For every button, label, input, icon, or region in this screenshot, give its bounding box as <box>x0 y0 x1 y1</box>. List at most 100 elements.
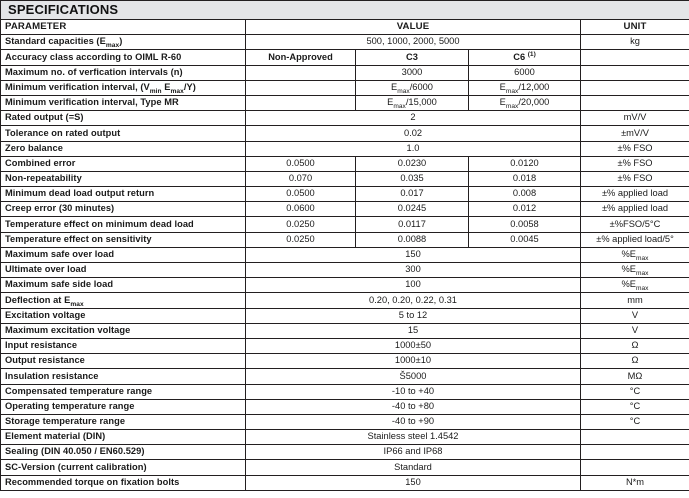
value-cell: Emax/15,000 <box>355 94 469 112</box>
value-cell: -40 to +80 <box>245 398 581 415</box>
unit-cell: ±% FSO <box>579 155 689 172</box>
unit-cell: Ω <box>579 337 689 355</box>
value-cell: 0.035 <box>355 170 469 188</box>
parameter-cell: Minimum verification interval, (Vmin Ema… <box>0 79 246 96</box>
parameter-cell: Compensated temperature range <box>0 383 246 400</box>
value-cell: 0.0120 <box>468 155 581 172</box>
unit-cell: %Emax <box>579 277 689 294</box>
value-cell: 0.0045 <box>468 231 581 248</box>
table-title-cell: SPECIFICATIONS <box>0 0 689 20</box>
parameter-cell: Zero balance <box>0 140 246 157</box>
parameter-cell: Non-repeatability <box>0 170 246 188</box>
column-header-parameter: PARAMETER <box>0 18 246 36</box>
value-cell: 0.0250 <box>245 216 356 233</box>
unit-cell: ±mV/V <box>579 125 689 142</box>
unit-cell <box>579 459 689 476</box>
value-cell: 1000±50 <box>245 337 581 355</box>
value-cell: 0.0117 <box>355 216 469 233</box>
parameter-cell: Minimum verification interval, Type MR <box>0 94 246 112</box>
table-row: Combined error 0.0500 0.0230 0.0120 ±% FSO <box>0 155 689 172</box>
parameter-cell: Output resistance <box>0 353 246 370</box>
value-cell: 0.0250 <box>245 231 356 248</box>
parameter-cell: Creep error (30 minutes) <box>0 201 246 218</box>
value-cell: 500, 1000, 2000, 5000 <box>245 34 581 51</box>
parameter-cell: Storage temperature range <box>0 413 246 431</box>
parameter-cell: Standard capacities (Emax) <box>0 34 246 51</box>
unit-cell <box>579 64 689 81</box>
parameter-cell: Temperature effect on minimum dead load <box>0 216 246 233</box>
parameter-cell: Maximum no. of verfication intervals (n) <box>0 64 246 81</box>
table-row: Sealing (DIN 40.050 / EN60.529) IP66 and … <box>0 444 689 461</box>
unit-cell: °C <box>579 413 689 431</box>
table-row: Excitation voltage 5 to 12 V <box>0 307 689 324</box>
value-cell: 0.008 <box>468 186 581 203</box>
table-row: Creep error (30 minutes) 0.0600 0.0245 0.01… <box>0 201 689 218</box>
unit-cell: %Emax <box>579 246 689 264</box>
table-row: Output resistance 1000±10 Ω <box>0 353 689 370</box>
value-cell: C3 <box>355 49 469 66</box>
unit-cell: V <box>579 322 689 339</box>
value-cell: 150 <box>245 474 581 491</box>
unit-cell <box>579 79 689 96</box>
parameter-cell: Combined error <box>0 155 246 172</box>
parameter-cell: Maximum safe over load <box>0 246 246 264</box>
value-cell: -10 to +40 <box>245 383 581 400</box>
parameter-cell: Minimum dead load output return <box>0 186 246 203</box>
table-row: Minimum verification interval, (Vmin Ema… <box>0 79 689 96</box>
table-row: Ultimate over load 300 %Emax <box>0 261 689 279</box>
parameter-cell: Maximum safe side load <box>0 277 246 294</box>
value-cell: Emax/6000 <box>355 79 469 96</box>
value-cell: 5 to 12 <box>245 307 581 324</box>
column-header-row: PARAMETER VALUE UNIT <box>0 18 689 36</box>
value-cell: 0.20, 0.20, 0.22, 0.31 <box>245 292 581 309</box>
parameter-cell: Tolerance on rated output <box>0 125 246 142</box>
value-cell: 1.0 <box>245 140 581 157</box>
value-cell: 3000 <box>355 64 469 81</box>
table-row: Temperature effect on sensitivity 0.0250 0… <box>0 231 689 248</box>
value-cell <box>245 64 356 81</box>
unit-cell: ±% applied load/5° <box>579 231 689 248</box>
value-cell: 100 <box>245 277 581 294</box>
value-cell: 0.0245 <box>355 201 469 218</box>
parameter-cell: Accuracy class according to OIML R-60 <box>0 49 246 66</box>
table-row: SC-Version (current calibration) Standard <box>0 459 689 476</box>
parameter-cell: SC-Version (current calibration) <box>0 459 246 476</box>
table-row: Maximum no. of verfication intervals (n)… <box>0 64 689 81</box>
value-cell: 150 <box>245 246 581 264</box>
value-cell <box>245 79 356 96</box>
value-cell: 0.02 <box>245 125 581 142</box>
unit-cell: ±% FSO <box>579 140 689 157</box>
value-cell: C6 (1) <box>468 49 581 66</box>
value-cell: 0.012 <box>468 201 581 218</box>
value-cell: 0.0088 <box>355 231 469 248</box>
unit-cell: ±% applied load <box>579 186 689 203</box>
table-row: Operating temperature range -40 to +80 °C <box>0 398 689 415</box>
unit-cell: °C <box>579 398 689 415</box>
parameter-cell: Element material (DIN) <box>0 429 246 446</box>
value-cell: IP66 and IP68 <box>245 444 581 461</box>
table-row: Rated output (=S) 2 mV/V <box>0 110 689 127</box>
unit-cell: V <box>579 307 689 324</box>
parameter-cell: Ultimate over load <box>0 261 246 279</box>
table-row: Zero balance 1.0 ±% FSO <box>0 140 689 157</box>
unit-cell: N*m <box>579 474 689 491</box>
table-row: Minimum verification interval, Type MR Em… <box>0 94 689 112</box>
table-row: Storage temperature range -40 to +90 °C <box>0 413 689 431</box>
value-cell: Š5000 <box>245 368 581 385</box>
value-cell: 15 <box>245 322 581 339</box>
table-row: Recommended torque on fixation bolts 150 N… <box>0 474 689 491</box>
value-cell: Emax/12,000 <box>468 79 581 96</box>
table-row: Maximum safe over load 150 %Emax <box>0 246 689 264</box>
table-row: Compensated temperature range -10 to +40 °… <box>0 383 689 400</box>
unit-cell: MΩ <box>579 368 689 385</box>
value-cell: Emax/20,000 <box>468 94 581 112</box>
value-cell: 2 <box>245 110 581 127</box>
table-row: Standard capacities (Emax) 500, 1000, 200… <box>0 34 689 51</box>
parameter-cell: Excitation voltage <box>0 307 246 324</box>
unit-cell <box>579 94 689 112</box>
value-cell: Standard <box>245 459 581 476</box>
table-row: Input resistance 1000±50 Ω <box>0 337 689 355</box>
unit-cell: °C <box>579 383 689 400</box>
unit-cell: mV/V <box>579 110 689 127</box>
